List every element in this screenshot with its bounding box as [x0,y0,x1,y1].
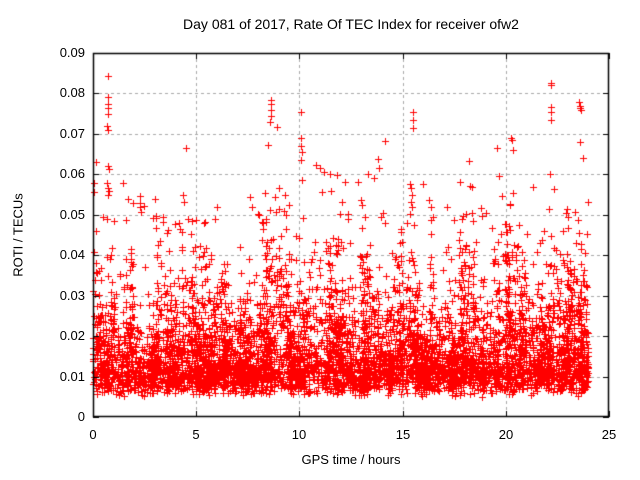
y-tick-label: 0.04 [59,247,85,262]
x-tick-label: 25 [601,427,617,442]
y-tick-label: 0.02 [59,328,85,343]
x-axis-label: GPS time / hours [301,452,401,467]
y-tick-label: 0.01 [59,369,85,384]
x-tick-label: 20 [498,427,514,442]
x-tick-label: 0 [89,427,97,442]
x-tick-label: 15 [395,427,411,442]
y-tick-label: 0.07 [59,126,85,141]
y-axis-label: ROTI / TECUs [10,193,26,277]
y-tick-label: 0.06 [59,166,85,181]
chart-title: Day 081 of 2017, Rate Of TEC Index for r… [183,16,519,32]
y-tick-label: 0.03 [59,288,85,303]
y-tick-label: 0 [77,409,85,424]
y-tick-label: 0.08 [59,85,85,100]
x-tick-label: 5 [192,427,200,442]
x-tick-label: 10 [291,427,307,442]
y-tick-label: 0.05 [59,207,85,222]
y-tick-label: 0.09 [59,45,85,60]
